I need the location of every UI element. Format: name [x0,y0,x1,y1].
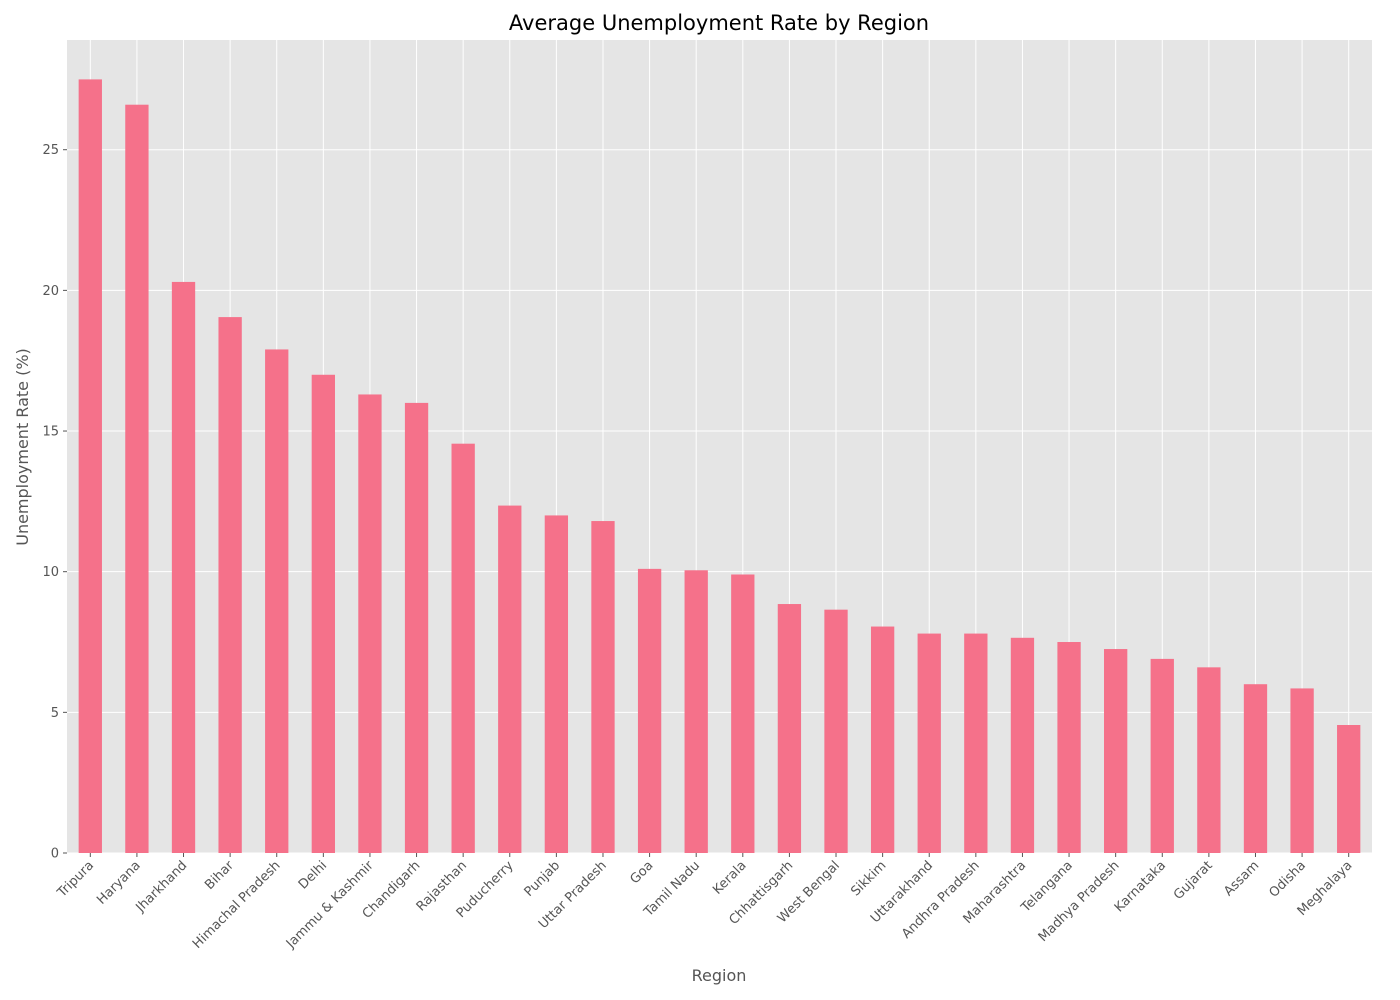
bar [731,574,755,853]
bar [964,633,988,853]
x-tick-label: Madhya Pradesh [1036,858,1123,945]
x-tick-label: Odisha [1266,858,1308,900]
y-tick-label: 15 [42,425,59,440]
bar [125,104,149,854]
bar [870,626,895,853]
bars [78,79,1361,854]
x-tick-label: Sikkim [848,858,889,899]
x-tick-label: Goa [627,858,656,887]
y-tick-label: 25 [42,143,59,158]
bar [1337,725,1361,853]
plot-area [67,40,1372,853]
x-tick-label: Punjab [522,858,564,900]
y-tick-label: 0 [51,847,59,862]
bar [1197,667,1221,853]
y-tick-label: 10 [42,565,59,580]
bar [498,505,522,853]
y-tick-label: 5 [51,706,59,721]
x-tick-label: Kerala [710,858,749,897]
bar [1057,642,1081,853]
bar [591,521,615,853]
bar [1290,688,1314,853]
chart-title: Average Unemployment Rate by Region [509,11,929,35]
bar [544,515,569,853]
bar [404,402,429,853]
bar [311,374,335,853]
y-axis-label: Unemployment Rate (%) [13,348,32,546]
x-tick-label: Tripura [54,858,97,901]
bar [78,79,102,853]
x-tick-label: Assam [1221,858,1262,899]
bar [1150,658,1174,853]
bar [777,604,802,853]
y-tick-label: 20 [42,284,59,299]
bar [684,570,708,853]
bar [1010,637,1035,853]
bar [358,394,382,853]
bar [171,281,196,853]
x-tick-label: Bihar [202,858,237,893]
bar [1243,684,1268,853]
bar [451,443,475,853]
x-tick-label: Jammu & Kashmir [283,858,377,952]
bar [218,317,242,853]
x-axis-label: Region [692,966,747,985]
bar [1104,649,1128,853]
bar [824,609,848,853]
bar [637,568,662,853]
x-tick-label: Delhi [296,858,330,892]
y-axis-ticks: 0 5 10 15 20 25 [42,143,67,862]
x-tick-label: Himachal Pradesh [190,858,284,952]
bar [917,633,941,853]
bar [265,349,289,853]
x-tick-label: Gujarat [1171,858,1216,903]
